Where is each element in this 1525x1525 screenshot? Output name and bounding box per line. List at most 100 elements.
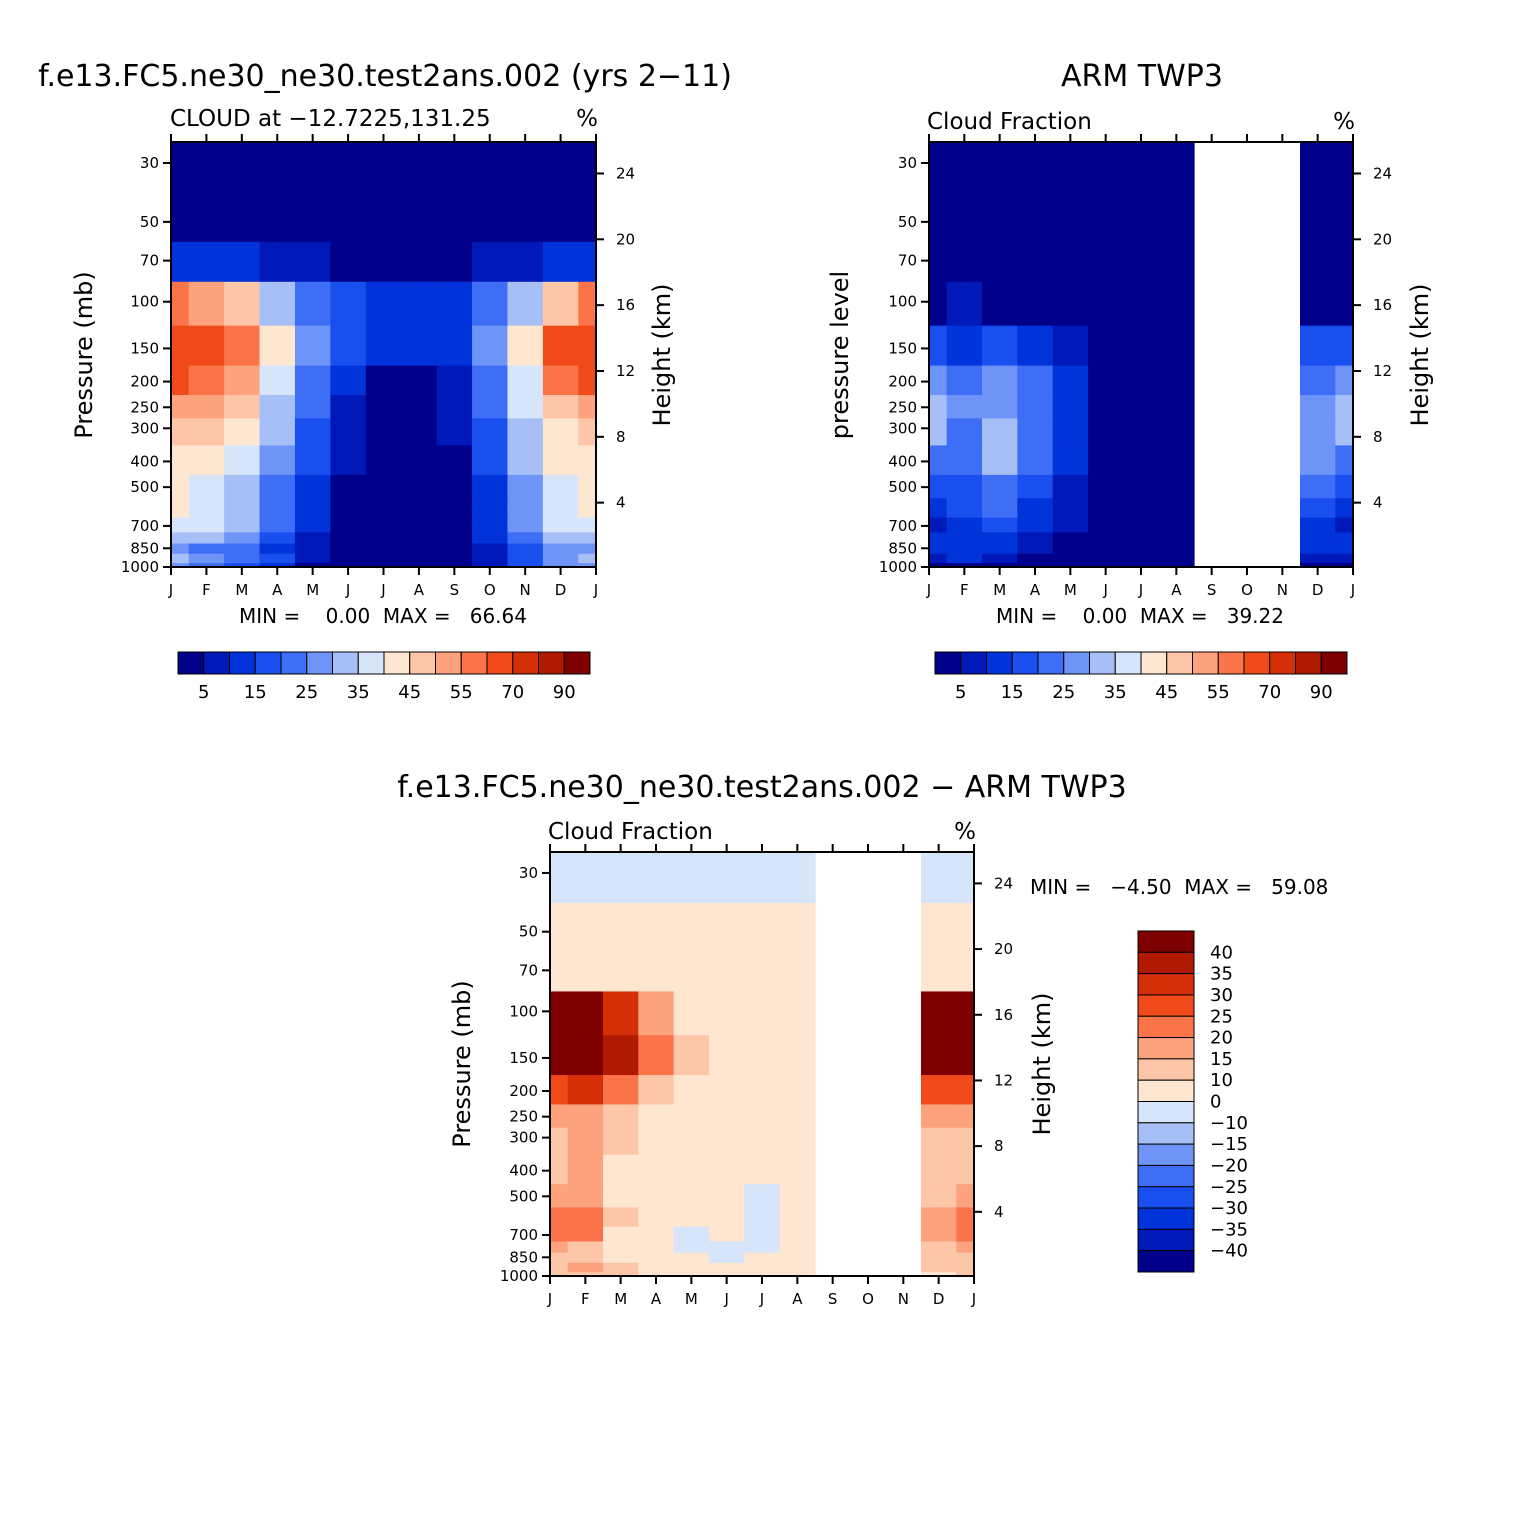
contour-cell	[779, 1154, 816, 1185]
contour-cell	[1052, 417, 1089, 446]
contour-cell	[603, 1262, 639, 1273]
contour-cell	[946, 542, 983, 554]
contour-cell	[567, 951, 604, 992]
colorbar-label: 35	[1104, 682, 1127, 703]
contour-cell	[330, 325, 367, 366]
contour-cell	[401, 517, 438, 533]
contour-cell	[224, 444, 261, 475]
y-right-tick-label: 24	[994, 874, 1013, 892]
contour-cell	[638, 1271, 675, 1276]
contour-cell	[1158, 497, 1195, 518]
contour-cell	[709, 990, 745, 1036]
contour-cell	[542, 192, 579, 242]
contour-cell	[1088, 394, 1124, 419]
contour-cell	[436, 394, 473, 419]
contour-cell	[550, 990, 569, 1036]
contour-cell	[1300, 542, 1336, 554]
contour-cell	[171, 192, 190, 242]
contour-cell	[401, 394, 438, 419]
contour-cell	[294, 474, 331, 499]
panel-obs-cloud: ARM TWP3 Cloud Fraction % pressure level…	[826, 59, 1434, 703]
contour-cell	[603, 1127, 639, 1155]
contour-cell	[779, 1034, 816, 1076]
colorbar-swatch	[1140, 651, 1168, 675]
y-tick-label: 200	[509, 1082, 538, 1100]
x-tick-label: N	[1277, 581, 1288, 599]
x-tick-label: O	[484, 581, 496, 599]
contour-cell	[1123, 417, 1160, 446]
contour-cell	[956, 1240, 974, 1253]
contour-cell	[1158, 562, 1195, 567]
colorbar-swatch	[1166, 651, 1193, 675]
contour-cell	[436, 497, 473, 518]
plot-area: J F M A M J J A S O N D J 30 50 70 100 150 200 250 300 400 500…	[500, 844, 1013, 1308]
contour-cell	[436, 553, 473, 564]
contour-cell	[603, 1252, 639, 1263]
x-tick-label: A	[1171, 581, 1182, 599]
x-tick-label: F	[960, 581, 969, 599]
contour-cell	[224, 417, 261, 446]
contour-cell	[188, 142, 225, 194]
contour-cell	[603, 1240, 639, 1253]
contour-cell	[188, 365, 225, 396]
colorbar-label: 90	[1310, 682, 1333, 703]
contour-cell	[982, 365, 1018, 396]
contour-cell	[294, 365, 331, 396]
contour-cell	[603, 1183, 639, 1208]
contour-cell	[550, 1034, 569, 1076]
contour-cell	[507, 241, 544, 282]
colorbar-label: 35	[1210, 964, 1233, 985]
contour-cell	[1158, 417, 1195, 446]
contour-cell	[1017, 517, 1054, 533]
contour-cell	[171, 562, 190, 567]
panel-title: ARM TWP3	[1061, 59, 1223, 94]
contour-cell	[294, 531, 331, 544]
contour-cell	[550, 1103, 569, 1128]
contour-cell	[638, 1240, 675, 1253]
contour-cell	[365, 517, 402, 533]
contour-cell	[1158, 365, 1195, 396]
contour-cell	[224, 394, 261, 419]
contour-cell	[673, 1226, 710, 1242]
contour-cell	[982, 325, 1018, 366]
y-tick-label: 30	[140, 154, 159, 172]
colorbar-swatch	[538, 651, 565, 675]
colorbar-swatch	[1137, 951, 1195, 975]
contour-cell	[638, 990, 675, 1036]
contour-cell	[567, 1206, 604, 1227]
contour-cell	[982, 417, 1018, 446]
contour-cell	[929, 417, 948, 446]
contour-cell	[744, 1271, 781, 1276]
contour-cell	[294, 241, 331, 282]
contour-cell	[709, 951, 745, 992]
contour-cell	[709, 1206, 745, 1227]
contour-cell	[673, 990, 710, 1036]
y-right-tick-label: 20	[616, 230, 635, 248]
contour-cell	[1088, 281, 1124, 326]
contour-cell	[542, 281, 579, 326]
contour-cell	[603, 951, 639, 992]
plot-area: J F M A M J J A S O N D J 30 50 70 100 150 200 250 300 400 500…	[121, 134, 635, 599]
contour-cell	[956, 852, 974, 903]
contour-cell	[1088, 531, 1124, 544]
contour-cell	[946, 531, 983, 544]
x-tick-label: O	[862, 1290, 874, 1308]
contour-cell	[1300, 142, 1336, 194]
contour-cell	[224, 517, 261, 533]
contour-cell	[365, 417, 402, 446]
contour-cell	[1017, 562, 1054, 567]
contour-cell	[436, 142, 473, 194]
contour-cell	[744, 1034, 781, 1076]
x-tick-label: J	[1138, 581, 1143, 599]
contour-cell	[921, 1271, 957, 1276]
contour-cell	[1088, 365, 1124, 396]
contour-cell	[1158, 517, 1195, 533]
contour-cell	[1158, 394, 1195, 419]
contour-cell	[171, 394, 190, 419]
contour-cell	[929, 553, 948, 564]
y-tick-label: 1000	[879, 558, 917, 576]
y-right-tick-label: 8	[616, 428, 626, 446]
contour-cell	[673, 1262, 710, 1273]
contour-cell	[1123, 394, 1160, 419]
contour-cell	[779, 902, 816, 952]
